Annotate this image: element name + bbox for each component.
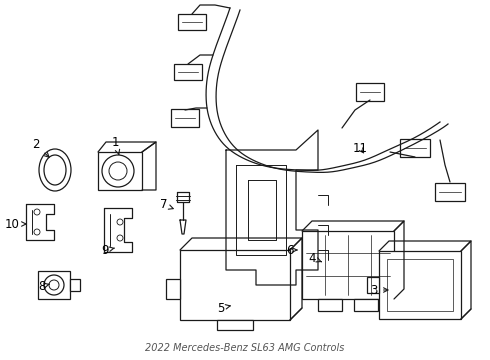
Bar [217, 320, 253, 330]
Ellipse shape [39, 149, 71, 191]
Bar [400, 139, 430, 157]
Text: 11: 11 [352, 141, 368, 154]
Bar [171, 109, 199, 127]
Text: 4: 4 [309, 252, 321, 265]
Bar [354, 299, 378, 311]
Text: 6: 6 [287, 243, 297, 256]
Bar [166, 279, 180, 299]
Text: 1: 1 [111, 135, 120, 154]
Ellipse shape [44, 155, 66, 185]
Text: 10: 10 [5, 217, 26, 230]
Bar [435, 183, 465, 201]
Bar [318, 299, 342, 311]
Text: 3: 3 [370, 284, 388, 297]
Circle shape [34, 229, 40, 235]
Circle shape [49, 280, 59, 290]
Bar [174, 64, 202, 80]
Bar [302, 231, 394, 299]
Bar [356, 83, 384, 101]
Bar [379, 251, 461, 319]
Bar [387, 259, 453, 311]
Circle shape [109, 162, 127, 180]
Circle shape [34, 209, 40, 215]
Text: 5: 5 [217, 302, 230, 315]
Bar [98, 152, 142, 190]
Text: 7: 7 [160, 198, 173, 211]
Text: 8: 8 [39, 279, 49, 292]
Circle shape [117, 219, 123, 225]
Text: 9: 9 [101, 243, 115, 256]
Text: 2022 Mercedes-Benz SL63 AMG Controls: 2022 Mercedes-Benz SL63 AMG Controls [146, 343, 344, 353]
Text: 2: 2 [32, 139, 49, 157]
Bar [38, 271, 70, 299]
Bar [180, 250, 290, 320]
Circle shape [102, 155, 134, 187]
Bar [178, 14, 206, 30]
Circle shape [117, 235, 123, 241]
Bar [70, 279, 80, 291]
Circle shape [44, 275, 64, 295]
Bar [367, 277, 379, 293]
